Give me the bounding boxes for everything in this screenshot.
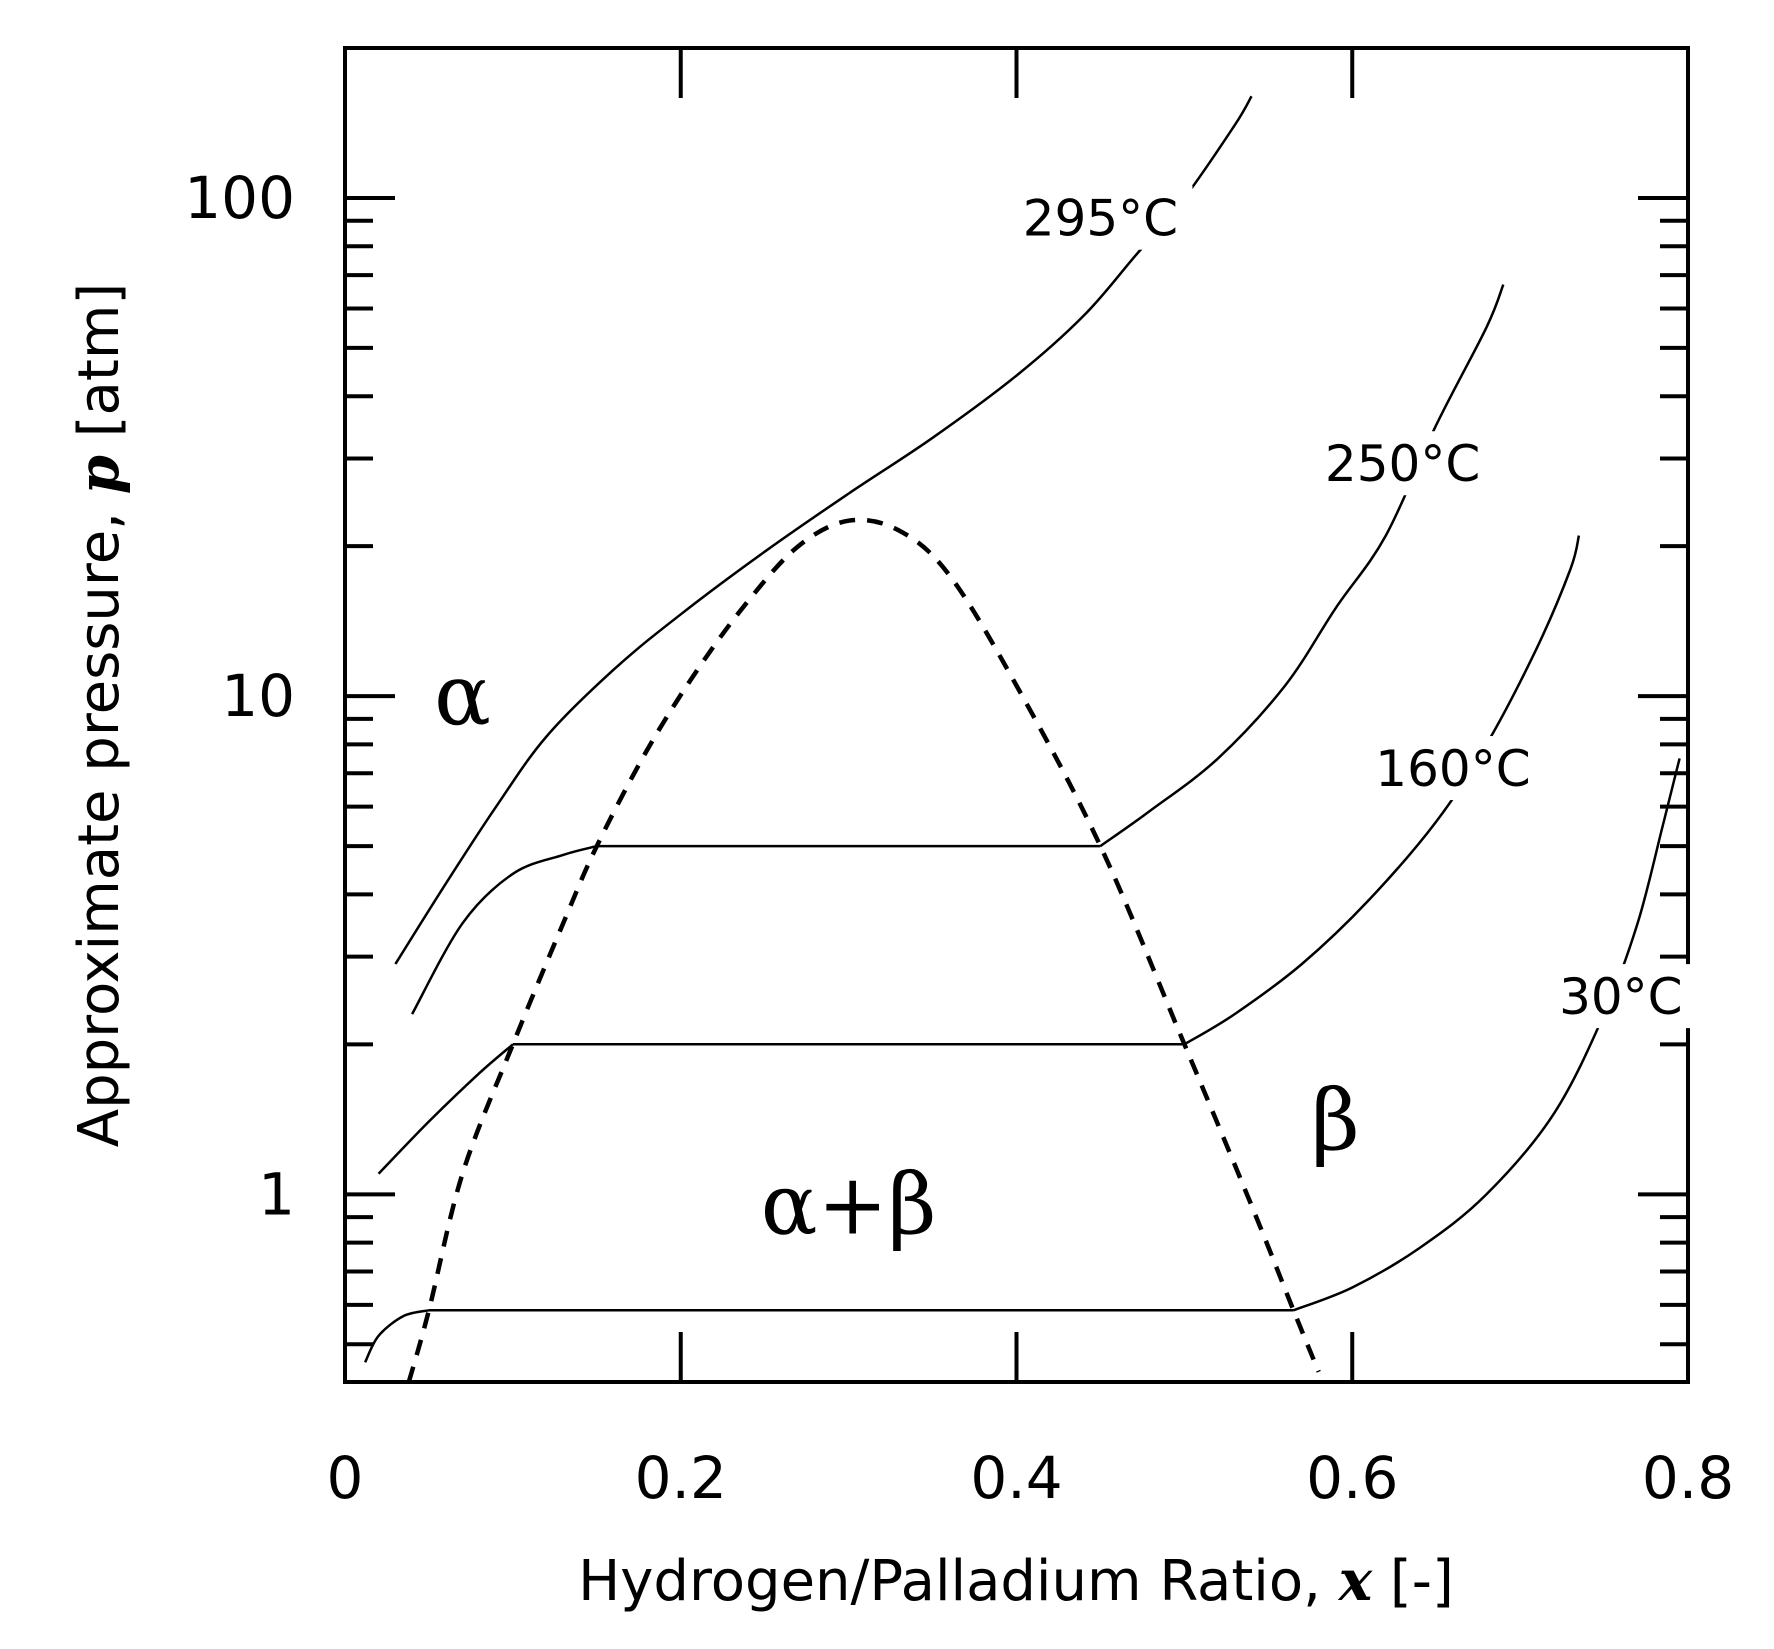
y-tick-label: 100 (184, 164, 295, 232)
isotherm-160-c-curve (377, 535, 1581, 1175)
y-axis-unit: [atm] (67, 283, 132, 455)
tick-labels: 0 0.2 0.4 0.6 0.8 1 10 100 (184, 164, 1734, 1512)
x-axis-title-text: Hydrogen/Palladium Ratio, (578, 1549, 1339, 1614)
x-tick-label: 0.4 (970, 1444, 1062, 1512)
isotherm-labels: 295°C 250°C 160°C 30°C (1008, 185, 1713, 1029)
x-tick-label: 0.8 (1642, 1444, 1734, 1512)
y-axis-variable: p (66, 455, 132, 494)
isotherm-295-c-label: 295°C (1023, 190, 1178, 248)
x-tick-label: 0 (327, 1444, 364, 1512)
isotherm-curves (363, 95, 1681, 1383)
isotherm-30-c-label: 30°C (1559, 968, 1683, 1026)
isotherm-160-c-label: 160°C (1375, 740, 1530, 798)
x-axis-variable: x (1338, 1548, 1373, 1614)
isotherm-label-background (1310, 431, 1495, 496)
y-tick-label: 1 (258, 1160, 295, 1228)
axis-ticks (345, 48, 1688, 1382)
phase-region-label: α (434, 646, 491, 744)
phase-annotations: α α+β β (434, 646, 1360, 1253)
x-tick-label: 0.6 (1306, 1444, 1398, 1512)
phase-region-label: α+β (761, 1155, 937, 1253)
isotherm-30-c-curve (363, 758, 1681, 1363)
isotherm-label-background (1360, 736, 1545, 801)
y-axis-title: Approximate pressure, p [atm] (66, 283, 132, 1147)
isotherm-250-c-curve (411, 284, 1505, 1015)
phase-region-label: β (1311, 1072, 1360, 1170)
isotherm-250-c-label: 250°C (1325, 435, 1480, 493)
x-axis-title: Hydrogen/Palladium Ratio, x [-] (578, 1548, 1454, 1614)
x-axis-unit: [-] (1372, 1549, 1454, 1614)
x-tick-label: 0.2 (635, 1444, 727, 1512)
y-tick-label: 10 (221, 662, 295, 730)
y-axis-title-text: Approximate pressure, (67, 494, 132, 1147)
isotherm-label-background (1528, 964, 1713, 1029)
isotherm-label-background (1008, 185, 1193, 250)
